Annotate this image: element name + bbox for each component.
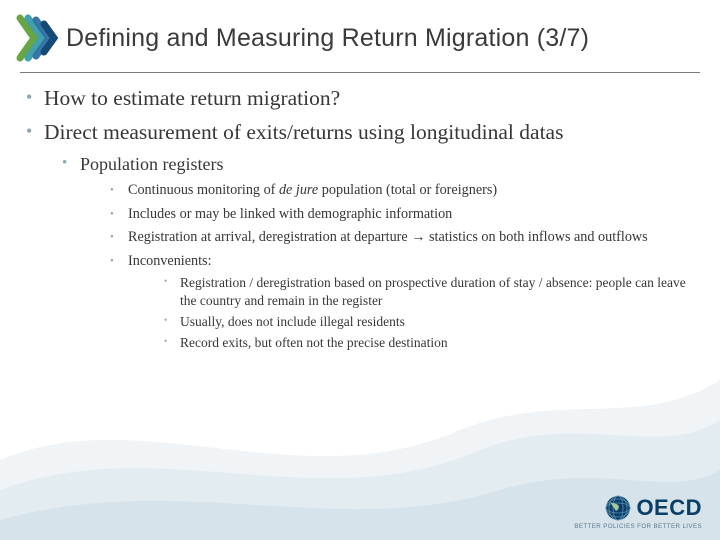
- bullet-l1-direct-text: Direct measurement of exits/returns usin…: [44, 120, 563, 144]
- oecd-globe-icon: [604, 494, 632, 522]
- bullet-list-level4: Registration / deregistration based on p…: [128, 274, 694, 351]
- bullet-l4-prospective: Registration / deregistration based on p…: [158, 274, 694, 309]
- bullet-l1-estimate: How to estimate return migration?: [26, 85, 694, 111]
- footer-logo: OECD BETTER POLICIES FOR BETTER LIVES: [574, 494, 702, 530]
- content-area: How to estimate return migration? Direct…: [0, 81, 720, 351]
- oecd-tagline: BETTER POLICIES FOR BETTER LIVES: [574, 523, 702, 530]
- l3a-pre: Continuous monitoring of: [128, 182, 279, 198]
- l3a-italic: de jure: [279, 182, 318, 198]
- bullet-l4-illegal: Usually, does not include illegal reside…: [158, 313, 694, 330]
- slide-title: Defining and Measuring Return Migration …: [66, 24, 589, 53]
- oecd-chevron-icon: [14, 14, 60, 62]
- header: Defining and Measuring Return Migration …: [0, 0, 720, 70]
- bullet-l3-inconvenients-text: Inconvenients:: [128, 253, 212, 269]
- l3a-post: population (total or foreigners): [318, 182, 497, 198]
- bullet-l3-registration: Registration at arrival, deregistration …: [106, 228, 694, 246]
- oecd-wordmark: OECD: [636, 495, 702, 521]
- bullet-l3-inconvenients: Inconvenients: Registration / deregistra…: [106, 252, 694, 352]
- slide: Defining and Measuring Return Migration …: [0, 0, 720, 540]
- bullet-list-level1: How to estimate return migration? Direct…: [26, 85, 694, 351]
- bullet-l3-continuous: Continuous monitoring of de jure populat…: [106, 181, 694, 199]
- bullet-list-level3: Continuous monitoring of de jure populat…: [80, 181, 694, 351]
- bullet-l3-includes: Includes or may be linked with demograph…: [106, 205, 694, 223]
- bullet-l2-popreg: Population registers Continuous monitori…: [62, 153, 694, 351]
- bullet-list-level2: Population registers Continuous monitori…: [44, 153, 694, 351]
- title-underline: [20, 72, 700, 73]
- oecd-logo-block: OECD: [574, 494, 702, 522]
- bullet-l4-destination: Record exits, but often not the precise …: [158, 334, 694, 351]
- bullet-l2-popreg-text: Population registers: [80, 154, 223, 174]
- bullet-l1-direct: Direct measurement of exits/returns usin…: [26, 119, 694, 351]
